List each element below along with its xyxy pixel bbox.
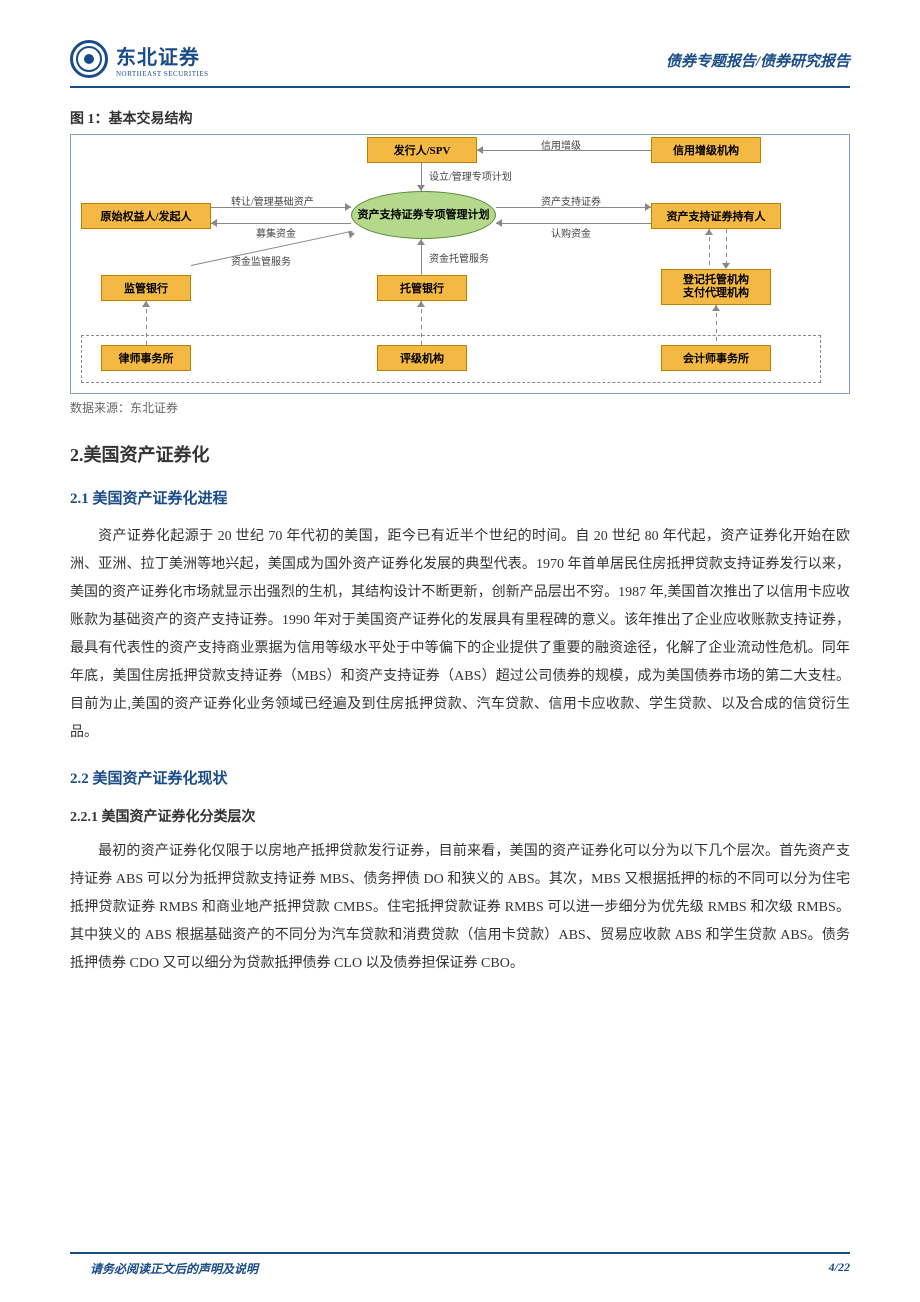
arrow-icon xyxy=(645,203,651,211)
heading-2-2-1: 2.2.1 美国资产证券化分类层次 xyxy=(70,806,850,826)
arrow-icon xyxy=(211,219,217,227)
footer: 请务必阅读正文后的声明及说明 4/22 xyxy=(70,1252,850,1277)
edge-line xyxy=(211,223,351,224)
node-custodian: 托管银行 xyxy=(377,275,467,301)
arrow-icon xyxy=(477,146,483,154)
node-register: 登记托管机构 支付代理机构 xyxy=(661,269,771,305)
logo-en: NORTHEAST SECURITIES xyxy=(116,70,208,78)
edge-label-setup: 设立/管理专项计划 xyxy=(429,168,512,183)
footer-disclaimer: 请务必阅读正文后的声明及说明 xyxy=(70,1260,258,1277)
edge-label-transfer: 转让/管理基础资产 xyxy=(231,193,314,208)
figure-title: 图 1：基本交易结构 xyxy=(70,108,850,128)
node-lawyer: 律师事务所 xyxy=(101,345,191,371)
arrow-icon xyxy=(417,239,425,245)
edge-line-dashed xyxy=(421,301,422,345)
node-center-label: 资产支持证券专项管理计划 xyxy=(358,208,490,222)
edge-label-abs: 资产支持证券 xyxy=(541,193,601,208)
page: 东北证券 NORTHEAST SECURITIES 债券专题报告/债券研究报告 … xyxy=(0,0,920,1302)
paragraph-1: 资产证券化起源于 20 世纪 70 年代初的美国，距今已有近半个世纪的时间。自 … xyxy=(70,523,850,747)
heading-2: 2.美国资产证券化 xyxy=(70,441,850,467)
page-current: 4 xyxy=(829,1260,835,1274)
node-center: 资产支持证券专项管理计划 xyxy=(351,191,496,239)
arrow-icon xyxy=(496,219,502,227)
node-accountant: 会计师事务所 xyxy=(661,345,771,371)
heading-2-2: 2.2 美国资产证券化现状 xyxy=(70,767,850,788)
arrow-icon xyxy=(348,229,356,238)
arrow-icon xyxy=(417,185,425,191)
arrow-icon xyxy=(417,301,425,307)
edge-line xyxy=(496,223,651,224)
logo-cn: 东北证券 xyxy=(116,41,208,70)
edge-label-subscribe: 认购资金 xyxy=(551,225,591,240)
edge-line-dashed xyxy=(709,229,710,269)
diagram-container: 发行人/SPV 信用增级机构 原始权益人/发起人 资产支持证券专项管理计划 资产… xyxy=(70,134,850,394)
heading-2-1: 2.1 美国资产证券化进程 xyxy=(70,487,850,508)
node-originator: 原始权益人/发起人 xyxy=(81,203,211,229)
node-register-label: 登记托管机构 支付代理机构 xyxy=(683,274,749,300)
logo-icon xyxy=(70,40,108,78)
edge-label-custody: 资金托管服务 xyxy=(429,250,489,265)
arrow-icon xyxy=(705,229,713,235)
node-holder: 资产支持证券持有人 xyxy=(651,203,781,229)
page-number: 4/22 xyxy=(829,1260,850,1277)
edge-line-dashed xyxy=(146,301,147,345)
edge-label-supervise: 资金监管服务 xyxy=(231,253,291,268)
node-rating: 评级机构 xyxy=(377,345,467,371)
header-subtitle: 债券专题报告/债券研究报告 xyxy=(666,50,850,71)
arrow-icon xyxy=(712,305,720,311)
logo-text: 东北证券 NORTHEAST SECURITIES xyxy=(116,41,208,78)
node-supervise: 监管银行 xyxy=(101,275,191,301)
node-spv: 发行人/SPV xyxy=(367,137,477,163)
edge-label-raise: 募集资金 xyxy=(256,225,296,240)
page-total: 22 xyxy=(838,1260,850,1274)
figure-source: 数据来源：东北证券 xyxy=(70,399,850,416)
logo-area: 东北证券 NORTHEAST SECURITIES xyxy=(70,40,208,78)
arrow-icon xyxy=(345,203,351,211)
edge-label-credit: 信用增级 xyxy=(541,137,581,152)
paragraph-2: 最初的资产证券化仅限于以房地产抵押贷款发行证券，目前来看，美国的资产证券化可以分… xyxy=(70,838,850,978)
edge-line-dashed xyxy=(716,305,717,345)
arrow-icon xyxy=(722,263,730,269)
header: 东北证券 NORTHEAST SECURITIES 债券专题报告/债券研究报告 xyxy=(70,40,850,88)
arrow-icon xyxy=(142,301,150,307)
node-credit: 信用增级机构 xyxy=(651,137,761,163)
